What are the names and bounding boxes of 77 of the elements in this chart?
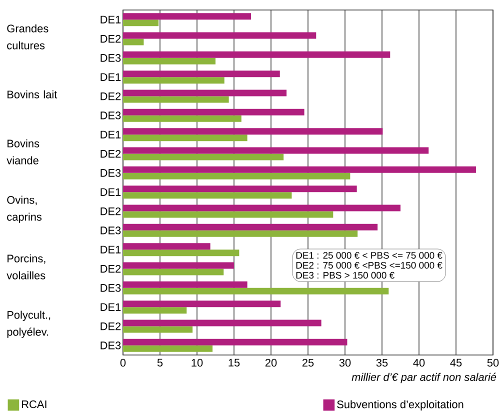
text: Bovins viande [6, 139, 40, 164]
bar [123, 108, 304, 116]
text: Ovins, caprins [7, 196, 42, 223]
x-tick-label: 5 [157, 358, 163, 367]
bar [123, 300, 281, 308]
bar [123, 20, 159, 26]
x-tick-label: 40 [413, 358, 425, 367]
bar [123, 58, 216, 64]
x-axis-title: millier d’€ par actif non salarié [352, 372, 496, 384]
x-tick-label: 30 [339, 358, 351, 367]
bar [123, 224, 378, 230]
bar [123, 320, 322, 326]
bar [123, 281, 248, 288]
x-tick-label: 10 [192, 358, 203, 367]
y-tick-label: DE2 [100, 264, 121, 273]
bar [123, 154, 284, 160]
bar [123, 77, 224, 84]
bar [123, 115, 242, 122]
y-tick-label: DE2 [100, 150, 121, 158]
bar [123, 326, 193, 333]
text: Grandes cultures [7, 24, 48, 50]
bar [123, 345, 213, 352]
legend-label: RCAI [22, 400, 46, 408]
bar [123, 268, 224, 276]
bar [123, 186, 357, 192]
bar [123, 192, 292, 199]
text: Polycult., polyélev. [7, 310, 50, 338]
y-tick-label: DE1 [100, 130, 121, 138]
x-tick-label: 0 [120, 358, 126, 367]
bar [123, 13, 252, 20]
bar [123, 32, 316, 39]
bar [123, 307, 187, 314]
bar [123, 250, 240, 256]
bar [123, 38, 144, 46]
annotation: DE2 : 75 000 € <PBS <=150 000 € [296, 262, 442, 269]
y-tick-label: DE3 [100, 54, 121, 62]
bar [123, 204, 400, 212]
bar [123, 262, 234, 269]
y-tick-label: DE1 [100, 246, 121, 254]
bar [123, 70, 280, 78]
x-tick-label: 45 [450, 358, 462, 367]
bar [123, 211, 334, 218]
bar [123, 288, 389, 294]
bar [123, 90, 287, 96]
y-tick-label: DE2 [100, 34, 121, 43]
y-tick-label: DE2 [100, 322, 121, 330]
y-tick-label: DE1 [100, 303, 121, 311]
y-tick-label: DE3 [100, 226, 121, 234]
bar [123, 243, 210, 250]
annotation: DE3 : PBS > 150 000 € [296, 272, 394, 279]
y-tick-label: DE2 [100, 92, 121, 100]
bar [123, 128, 383, 135]
bar [123, 51, 390, 58]
bar [123, 147, 429, 154]
bar [123, 338, 348, 346]
x-tick-label: 25 [302, 358, 314, 367]
bar [123, 230, 358, 237]
x-tick-label: 50 [487, 358, 499, 367]
bar [123, 134, 248, 142]
bar [123, 96, 229, 103]
y-tick-label: DE3 [100, 284, 121, 292]
text: Bovins lait [8, 90, 58, 98]
x-tick-label: 20 [265, 358, 277, 367]
y-tick-label: DE3 [100, 169, 121, 177]
legend-label: Subventions d’exploitation [337, 400, 464, 410]
y-tick-label: DE1 [100, 16, 121, 24]
annotation: DE1 : 25 000 € < PBS <= 75 000 € [296, 252, 442, 259]
x-tick-label: 15 [228, 358, 240, 367]
text: Porcins, volailles [6, 254, 46, 280]
y-tick-label: DE3 [100, 342, 121, 350]
y-tick-label: DE3 [100, 112, 121, 120]
x-tick-label: 35 [376, 358, 388, 367]
bar [123, 166, 476, 173]
y-tick-label: DE2 [100, 207, 121, 216]
y-tick-label: DE1 [100, 73, 121, 81]
y-tick-label: DE1 [100, 188, 121, 196]
bar [123, 172, 350, 180]
